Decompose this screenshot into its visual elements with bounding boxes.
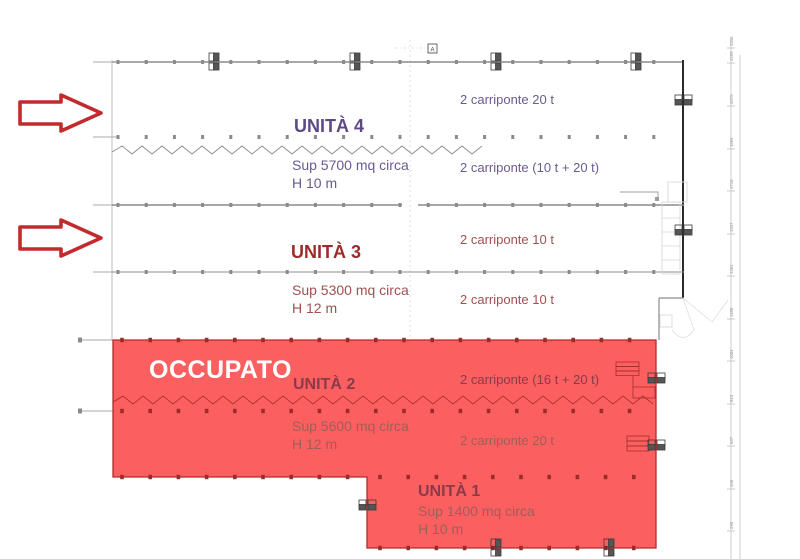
svg-text:1004: 1004 xyxy=(729,349,734,359)
svg-text:1180: 1180 xyxy=(729,307,734,317)
svg-text:2075: 2075 xyxy=(729,94,734,104)
svg-text:823: 823 xyxy=(729,394,734,402)
svg-text:A: A xyxy=(430,48,434,54)
svg-text:1537: 1537 xyxy=(729,222,734,232)
svg-text:1894: 1894 xyxy=(729,137,734,147)
svg-text:466: 466 xyxy=(729,479,734,487)
svg-text:2318: 2318 xyxy=(729,36,734,46)
svg-text:2255: 2255 xyxy=(729,51,734,61)
svg-text:1361: 1361 xyxy=(729,264,734,274)
svg-text:647: 647 xyxy=(729,436,734,444)
svg-text:1718: 1718 xyxy=(729,179,734,189)
svg-text:290: 290 xyxy=(729,521,734,529)
